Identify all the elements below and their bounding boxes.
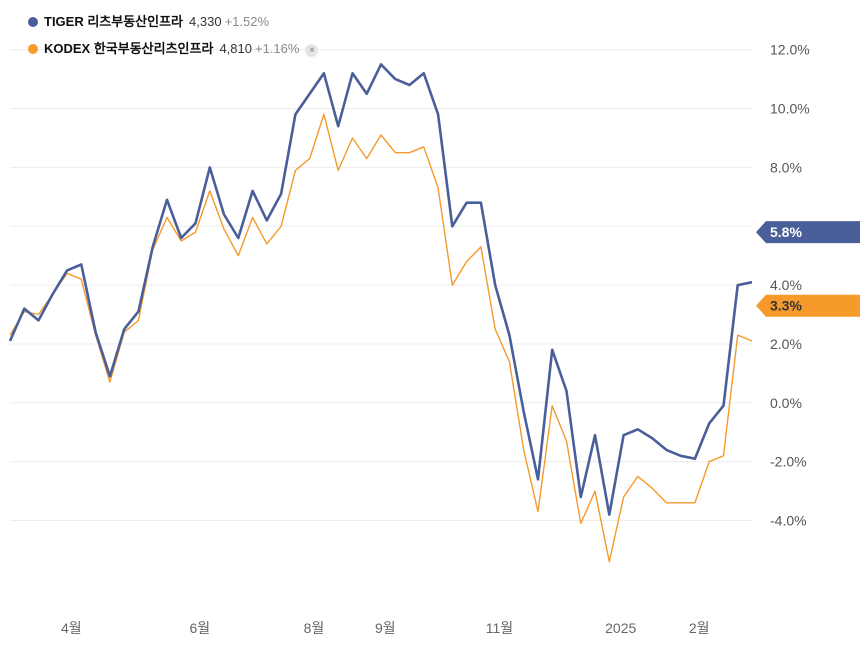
end-label-badge [756,294,860,317]
legend-item-tiger[interactable]: TIGER 리츠부동산인프라 4,330 +1.52% [28,11,269,30]
legend-price: 4,330 [189,14,222,29]
y-tick-label: 4.0% [770,277,802,293]
end-label-tiger: 5.8% [756,221,860,244]
y-tick-label: 8.0% [770,159,802,175]
x-tick-label: 11월 [486,620,513,636]
x-tick-label: 2월 [689,620,710,636]
y-tick-label: 2.0% [770,336,802,352]
y-tick-label: 10.0% [770,101,810,117]
y-tick-label: -2.0% [770,454,807,470]
x-tick-label: 2025 [605,620,636,636]
x-tick-label: 6월 [189,620,210,636]
series-color-dot [28,44,38,54]
y-tick-label: 12.0% [770,42,810,58]
y-tick-label: -4.0% [770,512,807,528]
x-axis-ticks: 4월 6월 8월 9월 11월 2025 2월 [61,620,710,636]
grid-lines [10,49,752,521]
series-color-dot [28,17,38,27]
end-label-badge [756,221,860,244]
end-label-text: 5.8% [770,224,802,240]
end-label-text: 3.3% [770,298,802,314]
legend-item-kodex[interactable]: KODEX 한국부동산리츠인프라 4,810 +1.16% × [28,38,319,57]
legend-series-name: TIGER 리츠부동산인프라 [44,14,184,29]
y-tick-label: 0.0% [770,395,802,411]
x-tick-label: 4월 [61,620,82,636]
remove-series-close-icon[interactable]: × [305,44,319,57]
legend-change: +1.16% [255,41,300,56]
series-line-tiger[interactable] [8,63,753,516]
legend-change: +1.52% [224,14,270,29]
y-axis-ticks: 12.0%10.0%8.0%6.0%4.0%2.0%0.0%-2.0%-4.0% [770,42,810,529]
series-lines [8,63,753,563]
x-tick-label: 8월 [304,620,325,636]
end-label-kodex: 3.3% [756,294,860,317]
end-value-labels: 5.8% 3.3% [756,221,860,317]
legend-series-name: KODEX 한국부동산리츠인프라 [44,41,214,56]
legend-price: 4,810 [219,41,252,56]
x-tick-label: 9월 [375,620,396,636]
series-line-kodex[interactable] [9,113,753,563]
